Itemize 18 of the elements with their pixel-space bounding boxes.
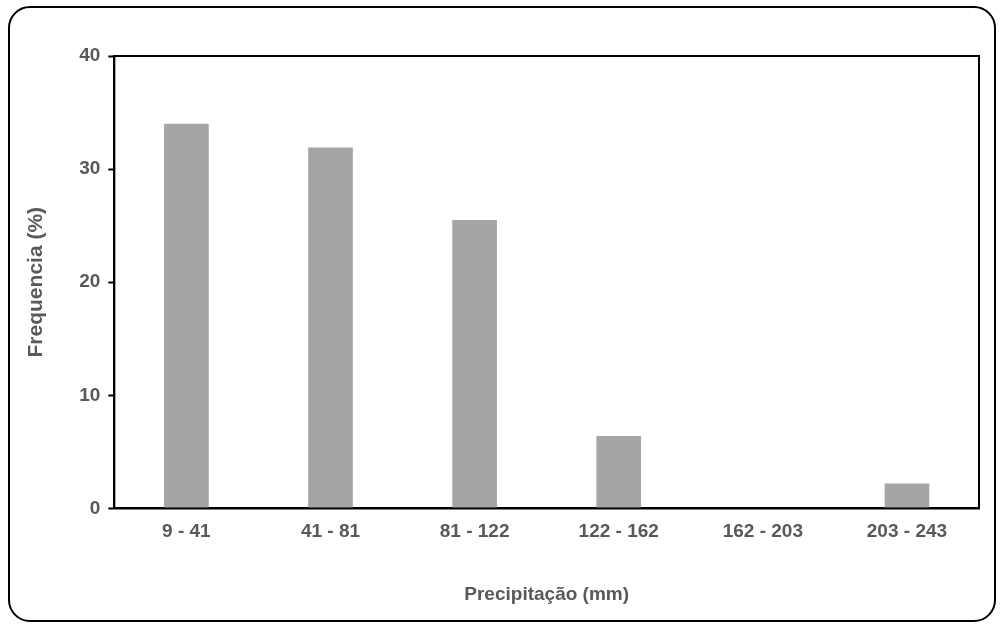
y-tick-label: 0 bbox=[89, 496, 101, 518]
y-tick-label: 20 bbox=[79, 270, 101, 292]
x-tick-label: 9 - 41 bbox=[162, 520, 212, 542]
x-tick-label: 122 - 162 bbox=[578, 520, 659, 542]
x-axis-title: Precipitação (mm) bbox=[464, 582, 630, 604]
y-tick-label: 30 bbox=[79, 157, 101, 179]
x-tick-label: 203 - 243 bbox=[866, 520, 948, 542]
x-tick-label: 41 - 81 bbox=[300, 520, 361, 542]
y-tick-label: 10 bbox=[79, 383, 101, 405]
bar bbox=[596, 436, 642, 508]
y-tick-label: 40 bbox=[79, 44, 101, 66]
y-axis-title: Frequencia (%) bbox=[23, 206, 47, 358]
bar bbox=[884, 483, 930, 508]
bar bbox=[308, 147, 353, 508]
bar bbox=[452, 220, 497, 508]
bar bbox=[164, 123, 209, 508]
x-tick-label: 162 - 203 bbox=[722, 520, 803, 542]
x-tick-label: 81 - 122 bbox=[439, 520, 510, 542]
